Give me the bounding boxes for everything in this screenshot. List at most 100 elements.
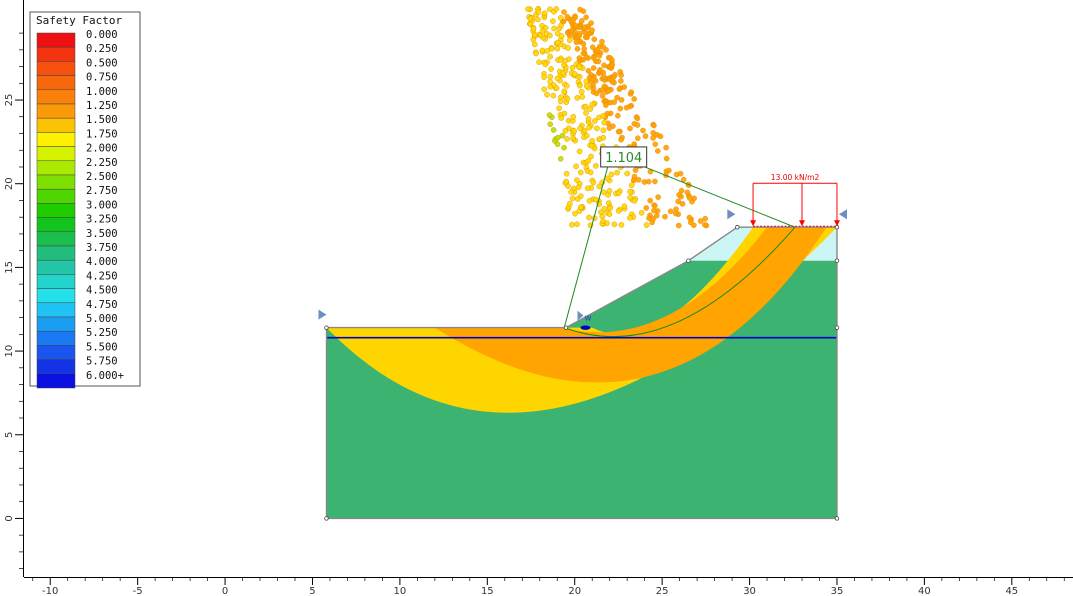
grid-point bbox=[567, 37, 573, 44]
legend-label: 1.750 bbox=[86, 128, 118, 140]
grid-point bbox=[561, 144, 567, 151]
grid-point bbox=[651, 207, 657, 214]
boundary-vertex[interactable] bbox=[834, 258, 840, 263]
critical-fos-band bbox=[434, 227, 827, 383]
boundary-vertex[interactable] bbox=[834, 325, 840, 330]
grid-point bbox=[621, 203, 628, 209]
grid-point bbox=[672, 210, 679, 217]
grid-point bbox=[618, 78, 624, 84]
grid-point bbox=[547, 79, 553, 85]
slip-surface-zone bbox=[326, 227, 837, 413]
grid-point bbox=[596, 136, 603, 142]
boundary-vertex[interactable] bbox=[563, 325, 569, 330]
grid-point bbox=[624, 170, 631, 177]
grid-point bbox=[642, 133, 649, 139]
grid-point bbox=[576, 55, 583, 61]
boundary-vertex[interactable] bbox=[324, 516, 329, 521]
grid-point bbox=[657, 133, 664, 140]
legend-swatch bbox=[36, 245, 76, 261]
grid-point bbox=[577, 82, 583, 89]
legend-swatch bbox=[36, 61, 76, 76]
grid-point bbox=[559, 132, 566, 139]
grid-point bbox=[525, 6, 531, 12]
slip-center-grid-cloud bbox=[525, 6, 710, 229]
x-tick-label: 5 bbox=[309, 586, 315, 596]
grid-point bbox=[536, 59, 542, 66]
grid-point bbox=[596, 183, 603, 190]
grid-point bbox=[601, 205, 608, 212]
grid-point bbox=[564, 136, 570, 142]
grid-point bbox=[609, 61, 616, 68]
grid-point bbox=[578, 169, 584, 176]
grid-point bbox=[584, 132, 590, 139]
distributed-load[interactable] bbox=[750, 182, 840, 227]
grid-point bbox=[558, 115, 565, 121]
grid-point bbox=[573, 39, 580, 46]
grid-point bbox=[574, 221, 580, 227]
left-boundary-arrow-icon[interactable] bbox=[318, 309, 327, 320]
y-axis-ruler[interactable]: 0 5 10 15 20 25 bbox=[0, 0, 24, 577]
grid-point bbox=[686, 195, 693, 201]
grid-point bbox=[544, 91, 550, 98]
grid-point bbox=[606, 125, 613, 131]
boundary-vertex[interactable] bbox=[735, 225, 740, 230]
grid-point bbox=[627, 194, 633, 201]
upper-left-boundary-arrow-icon[interactable] bbox=[727, 209, 736, 220]
grid-point bbox=[547, 32, 553, 39]
legend-label: 1.000 bbox=[86, 86, 118, 98]
water-marker-flag-icon[interactable] bbox=[577, 310, 584, 321]
grid-point bbox=[550, 18, 556, 24]
grid-point bbox=[560, 18, 567, 25]
grid-point bbox=[594, 47, 601, 53]
boundary-vertex[interactable] bbox=[324, 325, 329, 330]
boundary-vertex[interactable] bbox=[834, 516, 840, 521]
slope-geometry bbox=[324, 225, 840, 521]
grid-point bbox=[548, 66, 554, 72]
x-axis-ruler[interactable]: -10 -5 0 5 10 15 20 25 30 35 40 45 bbox=[0, 577, 1073, 596]
grid-point bbox=[628, 89, 635, 95]
grid-point bbox=[574, 95, 581, 101]
grid-point bbox=[702, 222, 708, 228]
grid-point bbox=[590, 85, 597, 92]
grid-point bbox=[583, 14, 589, 21]
grid-point bbox=[574, 177, 580, 183]
grid-point bbox=[569, 221, 575, 228]
grid-point bbox=[606, 211, 613, 217]
upper-right-boundary-arrow-icon[interactable] bbox=[838, 209, 847, 220]
grid-point bbox=[550, 92, 557, 99]
grid-point bbox=[627, 125, 633, 132]
load-arrow-icon bbox=[833, 220, 840, 227]
grid-point bbox=[590, 55, 597, 61]
grid-point bbox=[573, 23, 579, 29]
y-tick-label: 5 bbox=[4, 432, 15, 438]
grid-point bbox=[615, 128, 622, 135]
grid-point bbox=[677, 170, 684, 177]
grid-point bbox=[585, 116, 592, 122]
grid-point bbox=[592, 118, 598, 124]
radius-line-entry bbox=[563, 166, 609, 328]
grid-point bbox=[553, 6, 560, 12]
grid-point bbox=[578, 204, 584, 210]
legend-swatch bbox=[36, 174, 76, 190]
grid-point bbox=[614, 94, 620, 101]
grid-point bbox=[563, 178, 570, 185]
legend-swatch bbox=[36, 373, 76, 389]
min-fos-label-box[interactable] bbox=[600, 146, 648, 168]
grid-point bbox=[628, 182, 635, 188]
grid-point bbox=[600, 218, 606, 224]
grid-point bbox=[580, 41, 587, 47]
grid-point bbox=[675, 198, 682, 205]
grid-point bbox=[600, 127, 607, 134]
grid-point bbox=[615, 190, 622, 196]
boundary-vertex[interactable] bbox=[686, 258, 691, 263]
grid-point bbox=[578, 89, 585, 95]
grid-point bbox=[590, 76, 597, 82]
grid-point bbox=[589, 27, 595, 34]
grid-point bbox=[618, 97, 625, 103]
safety-factor-legend: Safety Factor 0.000 0.250 0.500 0.750 1.000 1… bbox=[29, 11, 141, 389]
grid-point bbox=[573, 163, 579, 170]
legend-swatch bbox=[36, 274, 76, 289]
grid-point bbox=[607, 76, 614, 83]
grid-point bbox=[556, 105, 562, 112]
